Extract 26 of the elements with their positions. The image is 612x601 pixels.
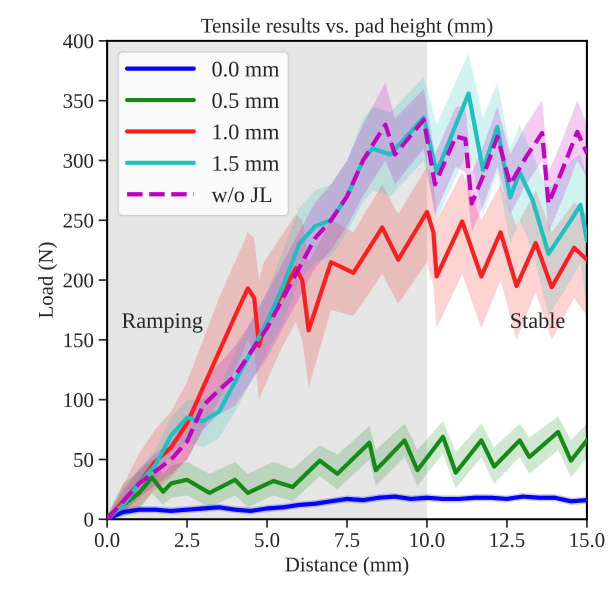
y-tick-label: 250 [64, 214, 94, 228]
x-tick-label: 12.5 [490, 533, 524, 548]
y-tick-label: 50 [74, 452, 94, 467]
y-tick-label: 150 [64, 333, 94, 348]
y-axis-title: Load (N) [38, 242, 58, 318]
annotation: Ramping [122, 313, 203, 333]
x-axis-title: Distance (mm) [285, 556, 408, 576]
y-tick-label: 100 [64, 393, 94, 408]
x-tick-label: 5.0 [255, 533, 280, 548]
y-tick-label: 200 [64, 273, 94, 288]
x-tick-label: 2.5 [174, 533, 200, 548]
legend-label: w/o JL [212, 187, 272, 202]
x-tick-label: 15.0 [570, 533, 604, 548]
legend-label: 1.5 mm [214, 156, 280, 171]
y-tick-label: 400 [63, 34, 94, 48]
y-tick-label: 300 [64, 154, 94, 168]
chart-title: Tensile results vs. pad height (mm) [201, 18, 492, 38]
legend-label: 0.5 mm [212, 93, 280, 108]
x-tick-label: 0.0 [94, 533, 120, 548]
y-tick-label: 0 [84, 512, 94, 527]
x-tick-label: 7.5 [335, 533, 360, 548]
legend-label: 1.0 mm [214, 124, 280, 140]
x-tick-label: 10.0 [410, 533, 444, 548]
y-tick-label: 350 [64, 94, 94, 108]
annotation: Stable [511, 312, 565, 328]
legend-label: 0.0 mm [212, 62, 280, 77]
